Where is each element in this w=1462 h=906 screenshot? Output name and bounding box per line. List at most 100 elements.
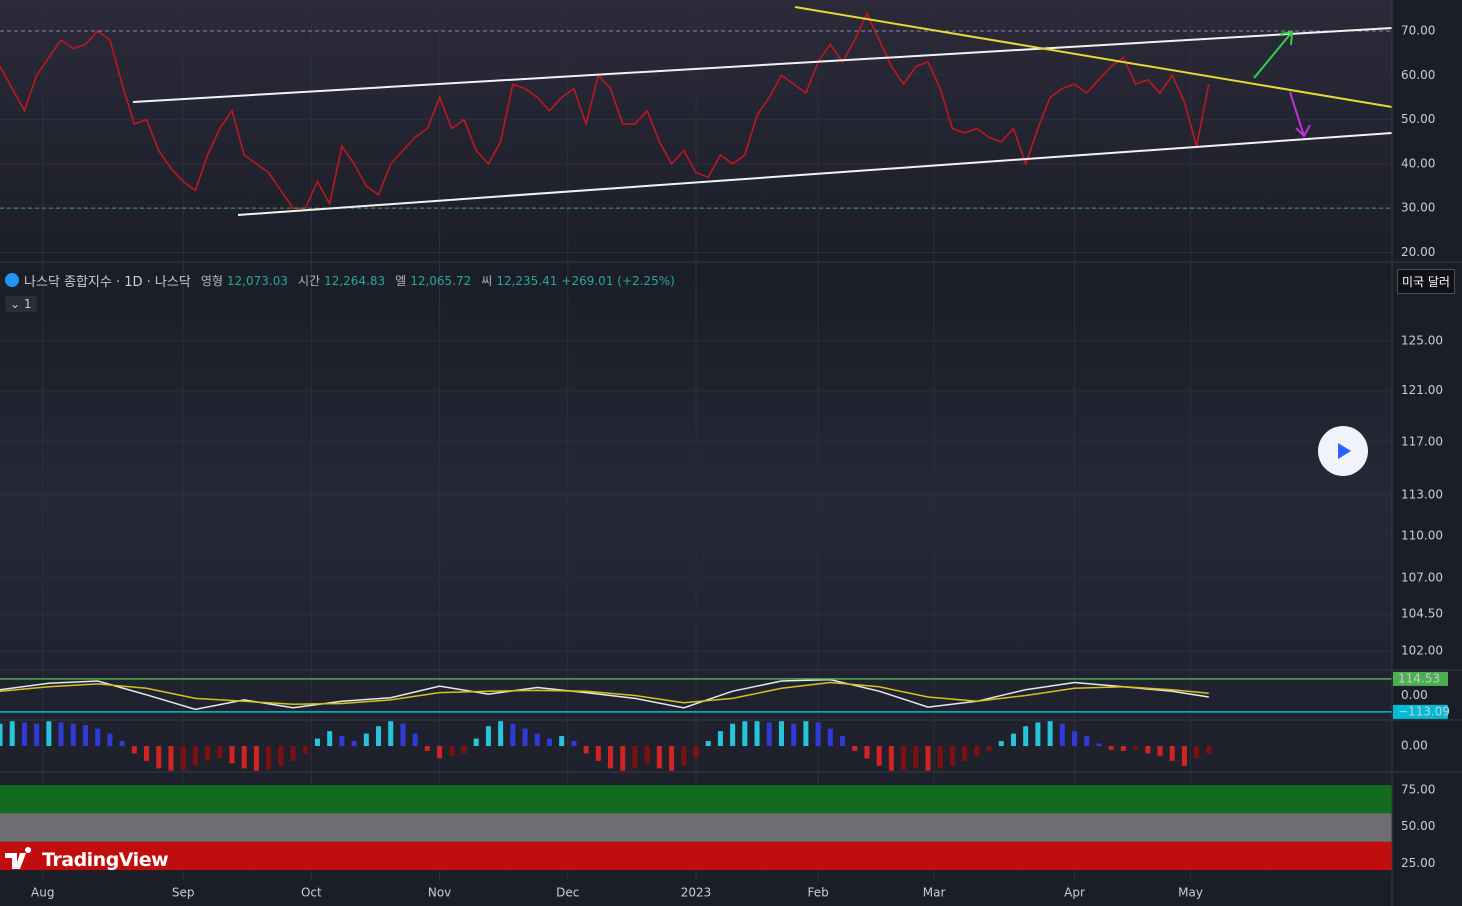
histogram-bar [1096,743,1102,746]
x-tick-label: Aug [31,886,54,900]
low-label: 엘 [395,274,407,288]
histogram-bar [888,746,894,771]
histogram-bar [278,746,284,766]
histogram-bar [388,721,394,746]
histogram-bar [1120,746,1126,751]
histogram-bar [925,746,931,771]
play-icon[interactable] [1338,443,1351,459]
histogram-bar [1169,746,1175,761]
histogram-bar [730,723,736,746]
tick-badge [1393,704,1448,719]
currency[interactable]: 미국 달러 [1397,269,1455,294]
histogram-bar [144,746,150,761]
series-line [0,681,1209,705]
histogram-bar [290,746,296,761]
y-tick-label: 70.00 [1401,24,1435,38]
histogram-bar [180,746,186,770]
down-arrow [1289,91,1311,138]
histogram-bar [778,721,784,746]
y-tick-label: 60.00 [1401,68,1435,82]
histogram-bar [119,741,125,746]
histogram-bar [766,722,772,746]
indicator-toggle[interactable]: ⌄ 1 [5,296,37,312]
histogram-bar [46,721,52,746]
x-tick-label: Mar [923,886,946,900]
band [0,841,1392,871]
y-tick-label: 110.00 [1401,528,1443,542]
histogram-bar [498,721,504,746]
y-tick-label: 102.00 [1401,644,1443,658]
close-label: 씨 [481,274,493,288]
histogram-bar [21,722,27,746]
high: 12,264.83 [324,273,386,288]
x-tick-label: Oct [301,886,322,900]
histogram-bar [400,723,406,746]
histogram-bar [485,726,491,746]
histogram-bar [82,724,88,746]
logo [5,847,32,869]
histogram-bar [705,741,711,746]
x-tick-label: Feb [807,886,828,900]
histogram-bar [1072,731,1078,746]
y-tick-label: 30.00 [1401,201,1435,215]
symbol-icon [5,273,19,287]
histogram-bar [815,722,821,746]
play-button[interactable] [1318,426,1368,476]
low: 12,065.72 [410,273,472,288]
histogram-bar [0,723,3,746]
histogram-bar [192,746,198,766]
symbol[interactable]: 나스닥 종합지수 · 1D · 나스닥 [24,275,191,290]
y-tick-label: 50.00 [1401,819,1435,833]
histogram-bar [363,733,369,746]
price-axis [1392,0,1462,906]
histogram-bar [449,746,455,756]
histogram-bar [1181,746,1187,766]
series-line [0,11,1210,209]
histogram-bar [1010,733,1016,746]
histogram-bar [876,746,882,766]
indicator-count: 1 [23,297,32,311]
histogram-bar [913,746,919,769]
histogram-bar [583,746,589,754]
histogram-bar [1108,746,1114,750]
y-tick-label: 40.00 [1401,156,1435,170]
histogram-bar [840,736,846,746]
y-tick-label: 0.00 [1401,688,1428,702]
histogram-bar [107,733,113,746]
histogram-bar [644,746,650,764]
histogram-bar [1194,746,1200,759]
histogram-bar [791,723,797,746]
y-tick-label: −113.09 [1398,704,1450,718]
open-label: 영형 [200,274,223,288]
histogram-bar [1059,723,1065,746]
histogram-bar [546,738,552,746]
histogram-bar [351,741,357,746]
histogram-bar [852,746,858,751]
trend-line [794,6,1393,108]
time-axis [0,880,1462,906]
histogram-bar [168,746,174,771]
histogram-bar [1035,722,1041,746]
histogram-bar [803,721,809,746]
histogram-bar [1206,746,1212,754]
y-tick-label: 113.00 [1401,487,1443,501]
x-tick-label: Dec [556,886,579,900]
up-arrow [1253,30,1294,79]
y-tick-label: 114.53 [1398,671,1440,685]
histogram-bar [986,746,992,751]
y-tick-label: 121.00 [1401,383,1443,397]
histogram-bar [534,733,540,746]
histogram-bar [656,746,662,769]
histogram-bar [742,721,748,746]
histogram-bar [461,746,467,754]
x-tick-label: Apr [1064,886,1085,900]
x-tick-label: 2023 [681,886,712,900]
histogram-bar [1133,746,1139,750]
y-tick-label: 107.00 [1401,571,1443,585]
histogram-bar [669,746,675,771]
histogram-bar [302,746,308,754]
histogram-bar [717,731,723,746]
histogram-bar [1084,736,1090,746]
histogram-bar [156,746,162,769]
